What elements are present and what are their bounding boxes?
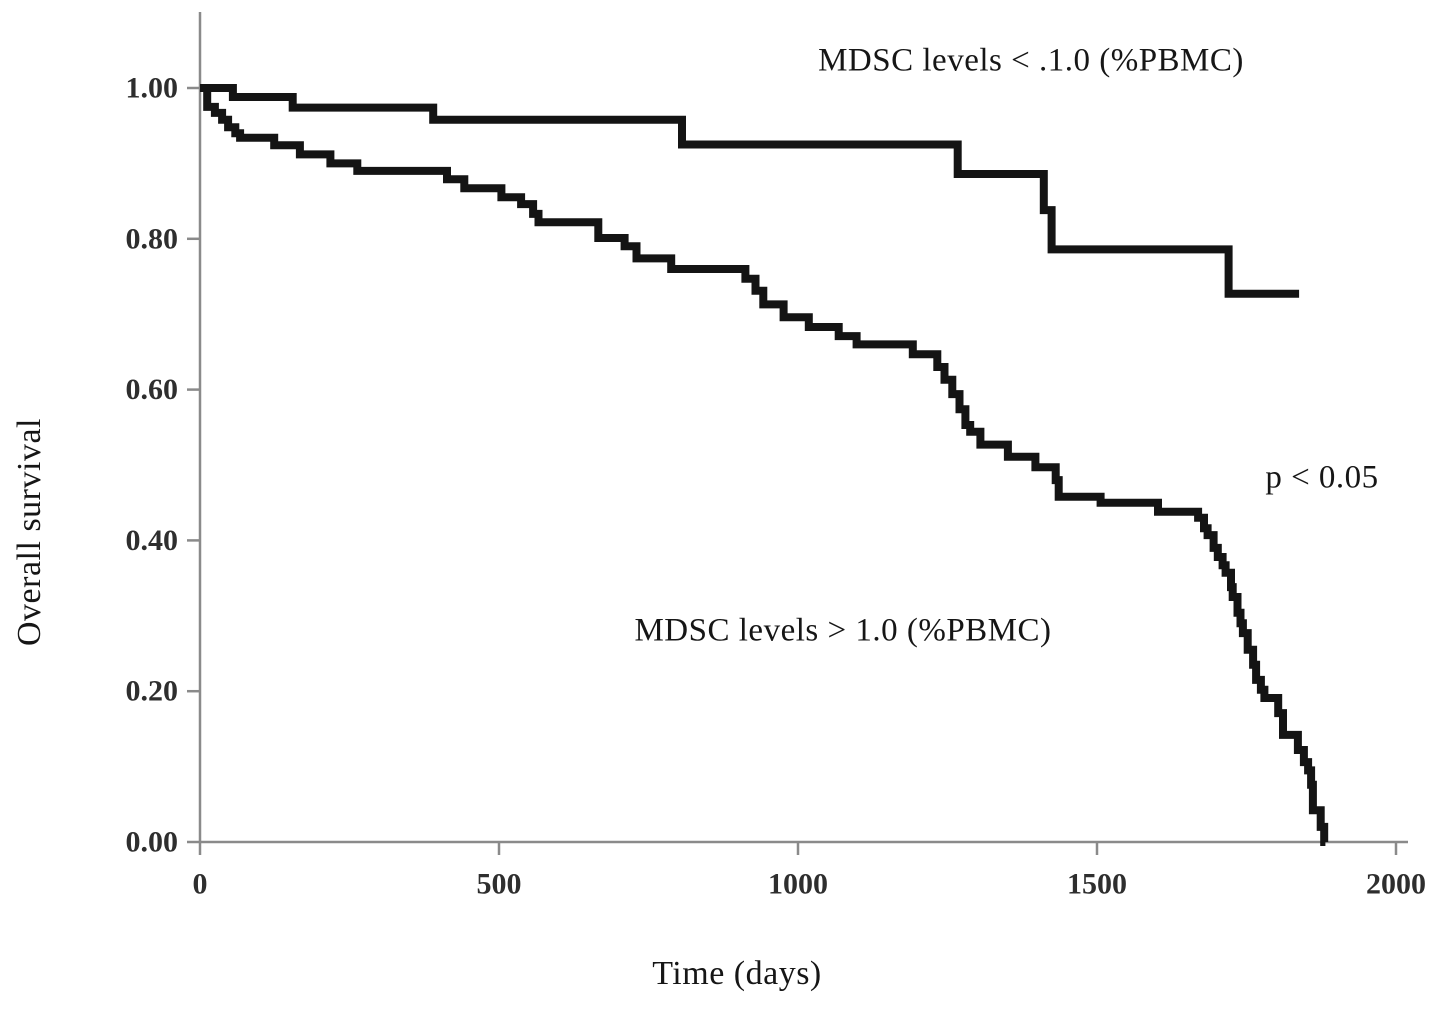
x-tick-label: 500 <box>477 868 522 901</box>
survival-curve-low-mdsc <box>200 84 1300 298</box>
p-value-annotation: p < 0.05 <box>1265 459 1379 496</box>
x-axis-title: Time (days) <box>652 955 822 992</box>
y-tick-label: 0.20 <box>126 675 179 708</box>
x-tick-label: 2000 <box>1366 868 1426 901</box>
y-tick-label: 0.00 <box>126 826 179 859</box>
x-tick-label: 0 <box>193 868 208 901</box>
series-label-high-mdsc: MDSC levels > 1.0 (%PBMC) <box>634 612 1052 649</box>
survival-curve-high-mdsc <box>200 84 1329 846</box>
y-tick-label: 1.00 <box>126 72 179 105</box>
series-label-low-mdsc: MDSC levels < .1.0 (%PBMC) <box>818 42 1244 79</box>
x-tick-label: 1000 <box>768 868 828 901</box>
y-axis-title: Overall survival <box>11 418 48 646</box>
x-tick-label: 1500 <box>1067 868 1127 901</box>
y-tick-label: 0.40 <box>126 524 179 557</box>
y-tick-label: 0.80 <box>126 222 179 255</box>
y-tick-label: 0.60 <box>126 373 179 406</box>
